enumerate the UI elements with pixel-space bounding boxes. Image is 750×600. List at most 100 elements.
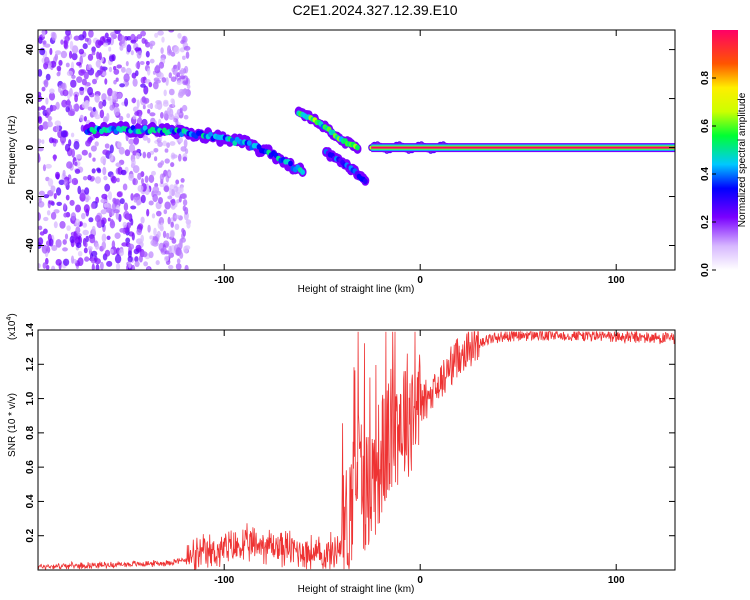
noise-mark [69, 50, 73, 59]
noise-mark [118, 248, 125, 257]
noise-mark [155, 260, 160, 266]
noise-mark [76, 242, 82, 249]
colorbar-tick-label: 0.8 [700, 71, 711, 85]
noise-mark [169, 188, 173, 197]
noise-mark [128, 261, 132, 269]
colorbar-gradient [712, 30, 738, 270]
noise-mark [127, 255, 133, 263]
noise-mark [64, 233, 69, 240]
noise-mark [38, 69, 43, 77]
noise-mark [38, 142, 41, 148]
noise-mark [119, 198, 125, 205]
noise-mark [183, 245, 189, 254]
noise-mark [96, 51, 100, 60]
noise-mark [176, 80, 183, 85]
noise-mark [99, 65, 103, 75]
noise-mark [140, 216, 145, 224]
noise-mark [73, 104, 78, 110]
noise-mark [94, 141, 99, 147]
noise-mark [136, 228, 142, 236]
noise-mark [122, 183, 128, 191]
noise-mark [130, 193, 134, 201]
noise-mark [70, 61, 75, 70]
noise-mark [79, 114, 84, 122]
noise-mark [94, 242, 100, 250]
noise-mark [128, 173, 135, 181]
colorbar-ticks: 0.0 0.2 0.4 0.6 0.8 [700, 71, 716, 277]
noise-mark [126, 36, 132, 41]
spectrogram-panel: -100 0 100 -40 -20 0 20 40 Height of straight … [7, 29, 676, 295]
noise-mark [94, 215, 101, 223]
noise-mark [84, 187, 90, 195]
noise-mark [65, 106, 70, 113]
noise-mark [39, 231, 45, 236]
noise-mark [98, 101, 104, 109]
noise-mark [143, 261, 149, 267]
snr-series-line [38, 330, 675, 570]
noise-mark [38, 153, 41, 163]
noise-mark [46, 210, 51, 216]
noise-mark [78, 48, 85, 55]
noise-mark [91, 168, 96, 174]
noise-mark [107, 95, 111, 101]
noise-mark [104, 183, 111, 192]
noise-mark [71, 177, 79, 186]
noise-mark [84, 85, 88, 92]
noise-mark [65, 30, 71, 36]
colorbar-tick-label: 0.2 [700, 215, 711, 229]
noise-mark [110, 248, 114, 254]
noise-mark [91, 51, 96, 56]
noise-mark [75, 218, 81, 227]
noise-mark [183, 45, 191, 51]
noise-mark [71, 45, 79, 54]
noise-mark [134, 260, 140, 267]
noise-mark [181, 89, 188, 95]
y-tick-label: 40 [25, 44, 36, 56]
noise-mark [151, 170, 156, 176]
noise-mark [50, 212, 57, 220]
noise-mark [160, 160, 165, 166]
noise-mark [85, 100, 90, 108]
noise-mark [162, 140, 167, 147]
noise-mark [158, 197, 163, 204]
noise-mark [104, 78, 108, 85]
noise-mark [149, 112, 156, 117]
noise-mark [87, 246, 93, 251]
noise-mark [60, 39, 64, 45]
noise-mark [128, 243, 135, 250]
noise-mark [163, 89, 167, 97]
noise-mark [152, 81, 159, 90]
x-tick-label: 100 [608, 275, 625, 286]
noise-mark [168, 264, 174, 270]
noise-mark [175, 263, 182, 270]
noise-mark [83, 204, 90, 213]
noise-mark [159, 182, 165, 188]
noise-mark [38, 124, 44, 131]
noise-mark [173, 185, 179, 193]
colorbar-tick-label: 0.0 [700, 263, 711, 277]
y-tick-label: -40 [25, 238, 36, 253]
noise-mark [168, 72, 172, 79]
noise-mark [182, 55, 186, 60]
noise-mark [182, 199, 188, 206]
noise-mark [168, 245, 172, 254]
noise-mark [160, 222, 164, 231]
noise-mark [99, 109, 105, 119]
noise-mark [163, 209, 168, 215]
noise-mark [122, 221, 128, 228]
noise-mark [69, 235, 75, 244]
noise-mark [135, 244, 142, 252]
noise-mark [63, 258, 70, 266]
noise-mark [63, 179, 69, 187]
noise-mark [51, 245, 58, 251]
noise-mark [147, 67, 151, 76]
main-trace-mark [208, 131, 213, 138]
main-trace-mark [142, 125, 148, 131]
noise-mark [136, 34, 143, 40]
noise-mark [97, 168, 102, 174]
noise-mark [119, 228, 126, 233]
noise-mark [76, 76, 83, 83]
noise-mark [60, 50, 68, 59]
noise-mark [82, 229, 89, 236]
noise-mark [153, 227, 157, 237]
